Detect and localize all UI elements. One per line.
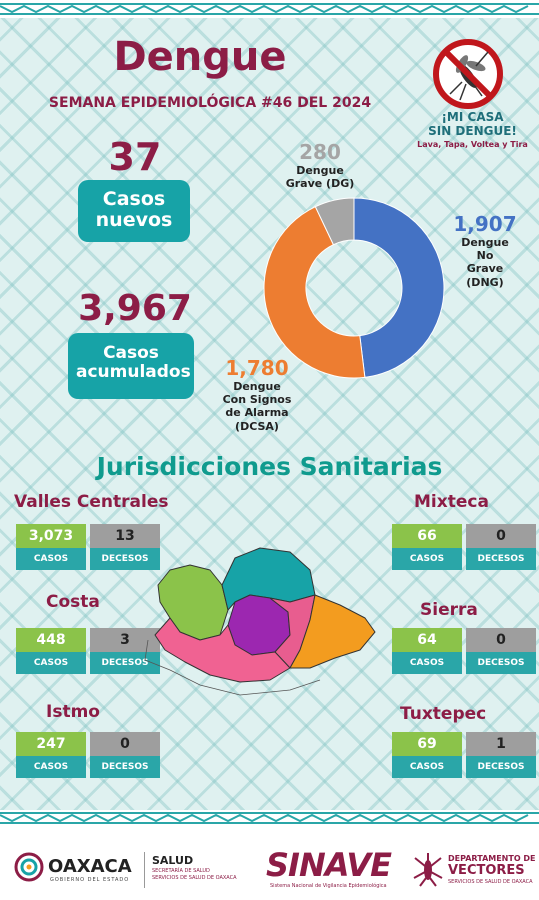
cases-label: CASOS [16,756,86,778]
deaths-label: DECESOS [90,548,160,570]
slogan-line-1: ¡MI CASA [441,110,504,124]
cases-label: CASOS [392,652,462,674]
label-dcsa: 1,780 Dengue Con Signos de Alarma (DCSA) [212,356,302,433]
deaths-value: 1 [466,732,536,756]
jurisdiction-name-valles: Valles Centrales [14,492,169,512]
page-subtitle: SEMANA EPIDEMIOLÓGICA #46 DEL 2024 [48,95,372,111]
salud-logo-text: SALUD [152,854,194,867]
deaths-label: DECESOS [90,652,160,674]
cases-label: CASOS [392,756,462,778]
cases-value: 247 [16,732,86,756]
cases-value: 69 [392,732,462,756]
slogan: ¡MI CASA SIN DENGUE! Lava, Tapa, Voltea … [410,110,535,149]
deaths-value: 0 [466,524,536,548]
donut-slice-dg [314,197,355,246]
label-dng-line-1: Dengue [461,236,509,249]
jurisdiction-name-mixteca: Mixteca [414,492,489,512]
oaxaca-logo-text: OAXACA [48,856,132,877]
jurisdiction-name-costa: Costa [46,592,100,612]
stat-valles: 3,073 13 CASOS DECESOS [16,524,162,572]
footer-divider [144,852,145,888]
cases-value: 448 [16,628,86,652]
stat-istmo: 247 0 CASOS DECESOS [16,732,162,780]
total-cases-label-text: Casos acumulados [76,343,191,382]
salud-sub-line-2: SERVICIOS DE SALUD DE OAXACA [152,874,237,881]
top-decorative-border [0,0,539,18]
jurisdiction-name-istmo: Istmo [46,702,100,722]
label-dng-line-2: No [476,249,494,263]
cases-value: 3,073 [16,524,86,548]
jurisdiction-name-tuxtepec: Tuxtepec [400,704,487,724]
label-dcsa-line-3: de Alarma [225,406,289,420]
label-dcsa-value: 1,780 [225,356,289,380]
deaths-value: 13 [90,524,160,548]
oaxaca-jurisdictions-map [144,547,376,696]
oaxaca-seal-icon [14,852,44,882]
no-mosquito-icon [432,38,504,110]
deaths-value: 3 [90,628,160,652]
cases-label: CASOS [392,548,462,570]
stat-mixteca: 66 0 CASOS DECESOS [392,524,538,572]
cases-value: 64 [392,628,462,652]
sinave-logo-subtext: Sistema Nacional de Vigilancia Epidemiol… [270,883,387,889]
vectores-logo-line-3: SERVICIOS DE SALUD DE OAXACA [448,879,533,885]
footer: OAXACA GOBIERNO DEL ESTADO SALUD SECRETA… [0,810,539,900]
deaths-label: DECESOS [466,548,536,570]
slogan-line-3: Lava, Tapa, Voltea y Tira [417,140,528,149]
deaths-value: 0 [90,732,160,756]
total-cases-label: Casos acumulados [68,333,194,399]
jurisdiction-name-sierra: Sierra [420,600,478,620]
map-region-mixteca [157,564,229,641]
new-cases-label-text: Casos nuevos [95,188,173,231]
label-dng-line-3: Grave [466,262,504,276]
stat-sierra: 64 0 CASOS DECESOS [392,628,538,676]
salud-sub-line-1: SECRETARÍA DE SALUD [152,868,210,874]
stat-tuxtepec: 69 1 CASOS DECESOS [392,732,538,780]
vectores-logo-line-2: VECTORES [448,863,525,878]
deaths-label: DECESOS [466,652,536,674]
label-dg-value: 280 [299,140,341,164]
oaxaca-logo-subtext: GOBIERNO DEL ESTADO [50,877,130,883]
cases-label: CASOS [16,652,86,674]
jurisdictions-title: Jurisdicciones Sanitarias [96,452,443,481]
sinave-logo-text: SINAVE [266,846,392,884]
label-dg: 280 Dengue Grave (DG) [280,140,360,190]
deaths-label: DECESOS [466,756,536,778]
salud-logo-subtext: SECRETARÍA DE SALUD SERVICIOS DE SALUD D… [152,868,237,881]
map-region-istmo [289,594,376,669]
label-dcsa-line-4: (DCSA) [235,419,279,433]
slogan-line-2: SIN DENGUE! [428,124,517,138]
mosquito-icon [413,853,443,887]
label-dcsa-line-2: Con Signos [222,393,292,407]
donut-slice-dcsa [263,206,366,379]
total-cases-number: 3,967 [78,288,192,329]
deaths-label: DECESOS [90,756,160,778]
page-title: Dengue [113,34,287,80]
cases-value: 66 [392,524,462,548]
donut-slice-dng [353,197,445,378]
new-cases-label: Casos nuevos [78,180,190,242]
deaths-value: 0 [466,628,536,652]
vectores-logo-line-1: DEPARTAMENTO DE [448,854,536,863]
label-dng-value: 1,907 [453,212,517,236]
map-region-costa [154,617,291,683]
label-dcsa-line-1: Dengue [233,380,281,393]
cases-donut-chart [263,197,445,379]
label-dg-line-1: Dengue [296,164,344,177]
cases-label: CASOS [16,548,86,570]
label-dng: 1,907 Dengue No Grave (DNG) [440,212,530,289]
footer-decorative-border [0,812,539,824]
new-cases-number: 37 [108,135,162,179]
stat-costa: 448 3 CASOS DECESOS [16,628,162,676]
label-dg-line-2: Grave (DG) [285,177,355,191]
label-dng-line-4: (DNG) [466,275,504,289]
